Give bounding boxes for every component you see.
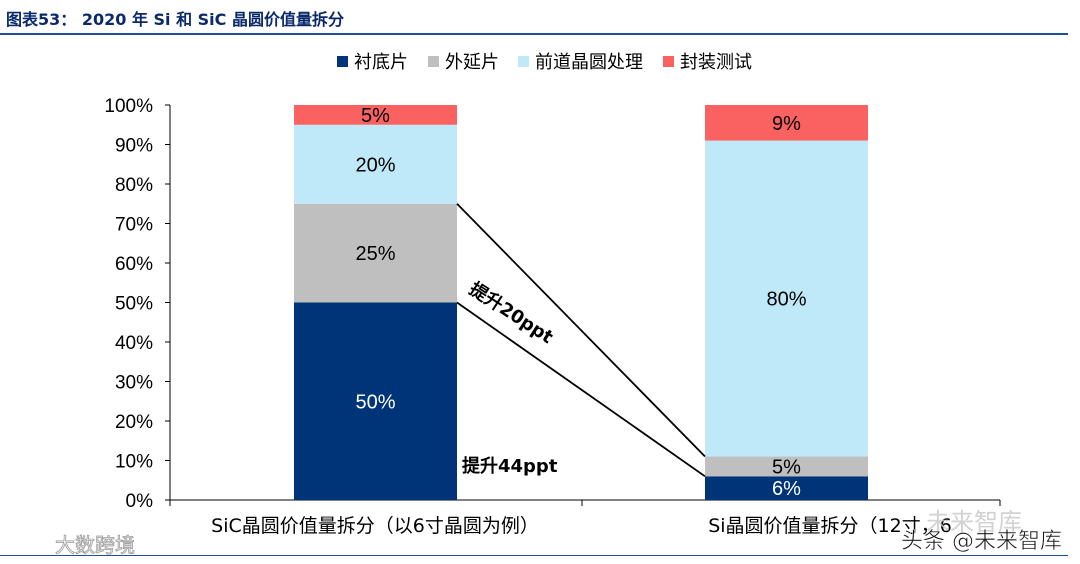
bottom-rule <box>0 555 1068 556</box>
bar-segment-2-2 <box>705 456 868 477</box>
legend-label-1: 衬底片 <box>354 52 408 73</box>
watermark-faded: 未来智库 <box>926 508 1022 536</box>
legend-swatch-4 <box>663 56 674 67</box>
x-category-label-1: SiC晶圆价值量拆分（以6寸晶圆为例） <box>211 515 539 537</box>
bar-segment-2-1 <box>705 476 868 500</box>
data-label-2-2: 5% <box>772 456 801 478</box>
data-label-2-3: 80% <box>766 289 806 311</box>
y-tick-label: 100% <box>104 96 153 117</box>
connector-line-1 <box>456 203 706 458</box>
legend-swatch-2 <box>428 56 439 67</box>
y-tick-label: 90% <box>115 136 153 157</box>
y-tick-label: 80% <box>115 175 153 196</box>
y-tick-label: 50% <box>115 294 153 315</box>
annotation-label-1: 提升20ppt <box>465 278 557 349</box>
legend-label-4: 封装测试 <box>680 52 752 73</box>
watermark-bottom-right: 头条 @未来智库 <box>901 529 1062 554</box>
data-label-2-4: 9% <box>772 113 801 135</box>
y-tick-label: 40% <box>115 333 153 354</box>
y-tick-label: 10% <box>115 452 153 473</box>
bar-segment-2-3 <box>705 140 868 457</box>
data-label-1-2: 25% <box>355 243 395 265</box>
bar-segment-1-1 <box>294 302 457 500</box>
data-label-1-4: 5% <box>361 105 390 127</box>
y-tick-label: 60% <box>115 254 153 275</box>
data-label-2-1: 6% <box>772 478 801 500</box>
y-tick-label: 30% <box>115 373 153 394</box>
y-tick-label: 0% <box>126 491 154 512</box>
connector-line-2 <box>456 301 706 478</box>
legend-swatch-1 <box>337 56 348 67</box>
bar-segment-1-3 <box>294 124 457 204</box>
legend-label-3: 前道晶圆处理 <box>535 52 643 73</box>
bar-segment-2-4 <box>705 105 868 141</box>
legend-swatch-3 <box>518 56 529 67</box>
x-category-label-2: Si晶圆价值量拆分（12寸，6 <box>708 515 952 537</box>
watermark-bottom-left: 大数跨境 <box>55 533 135 557</box>
annotation-label-2: 提升44ppt <box>462 455 558 477</box>
bar-segment-1-2 <box>294 203 457 303</box>
legend-label-2: 外延片 <box>445 52 499 73</box>
data-label-1-3: 20% <box>355 154 395 176</box>
bar-segment-1-4 <box>294 105 457 125</box>
y-tick-label: 20% <box>115 412 153 433</box>
figure-title: 图表53： 2020 年 Si 和 SiC 晶圆价值量拆分 <box>6 10 344 29</box>
title-rule <box>0 33 1068 35</box>
data-label-1-1: 50% <box>355 391 395 413</box>
y-tick-label: 70% <box>115 215 153 236</box>
